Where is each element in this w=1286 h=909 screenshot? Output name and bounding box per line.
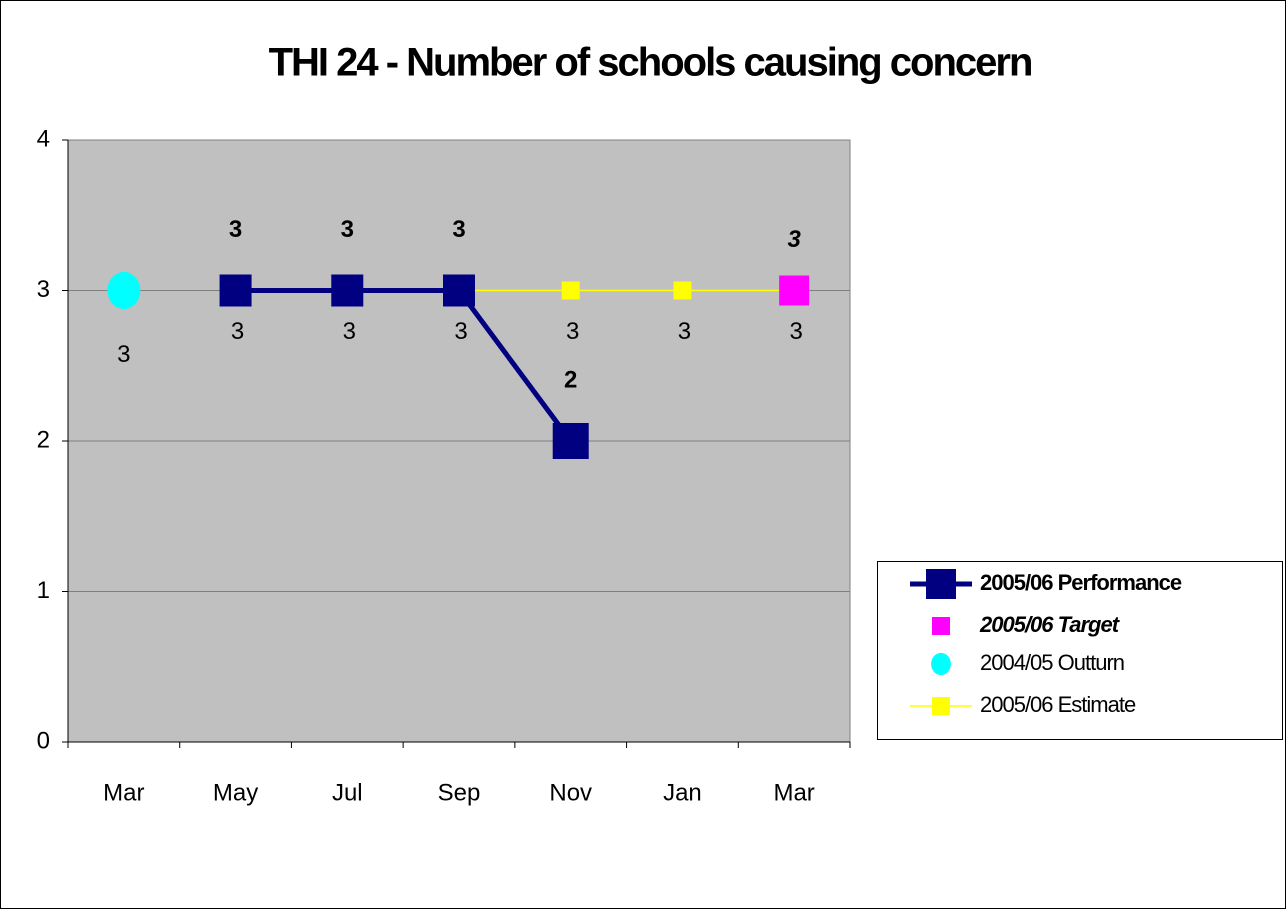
data-label: 3 [341,216,354,243]
x-tick-label: Jan [663,779,702,806]
data-label: 3 [231,318,244,345]
y-tick-label: 4 [37,125,50,152]
marker [552,423,589,459]
y-tick-label: 1 [37,577,50,604]
marker [443,274,475,307]
data-label: 2 [564,366,577,393]
x-tick-label: May [213,779,258,806]
data-label: 3 [343,318,356,345]
marker [673,281,692,300]
x-tick-label: Nov [549,779,592,806]
x-tick-label: Mar [103,779,144,806]
legend-label: 2004/05 Outturn [980,650,1124,675]
marker [932,617,950,635]
marker [779,275,810,306]
y-tick-label: 2 [37,426,50,453]
data-label: 3 [789,318,802,345]
marker [107,271,141,310]
data-label: 3 [566,318,579,345]
data-label: 3 [452,216,465,243]
data-label: 3 [229,216,242,243]
data-label: 3 [454,318,467,345]
y-tick-label: 0 [37,727,50,754]
legend-label: 2005/06 Target [979,612,1121,637]
legend-label: 2005/06 Performance [980,570,1182,595]
data-label: 3 [117,341,130,368]
data-label: 3 [678,318,691,345]
legend-label: 2005/06 Estimate [980,692,1136,717]
x-tick-label: Jul [332,779,363,806]
data-label: 3 [787,226,801,253]
marker [561,281,580,300]
x-tick-label: Sep [438,779,481,806]
marker [932,697,950,715]
x-tick-label: Mar [773,779,814,806]
marker [926,569,956,599]
chart-title: THI 24 - Number of schools causing conce… [269,41,1032,85]
marker [219,274,252,307]
marker [931,652,951,676]
marker [331,274,364,307]
series-line [235,288,573,443]
y-tick-label: 3 [37,276,50,303]
